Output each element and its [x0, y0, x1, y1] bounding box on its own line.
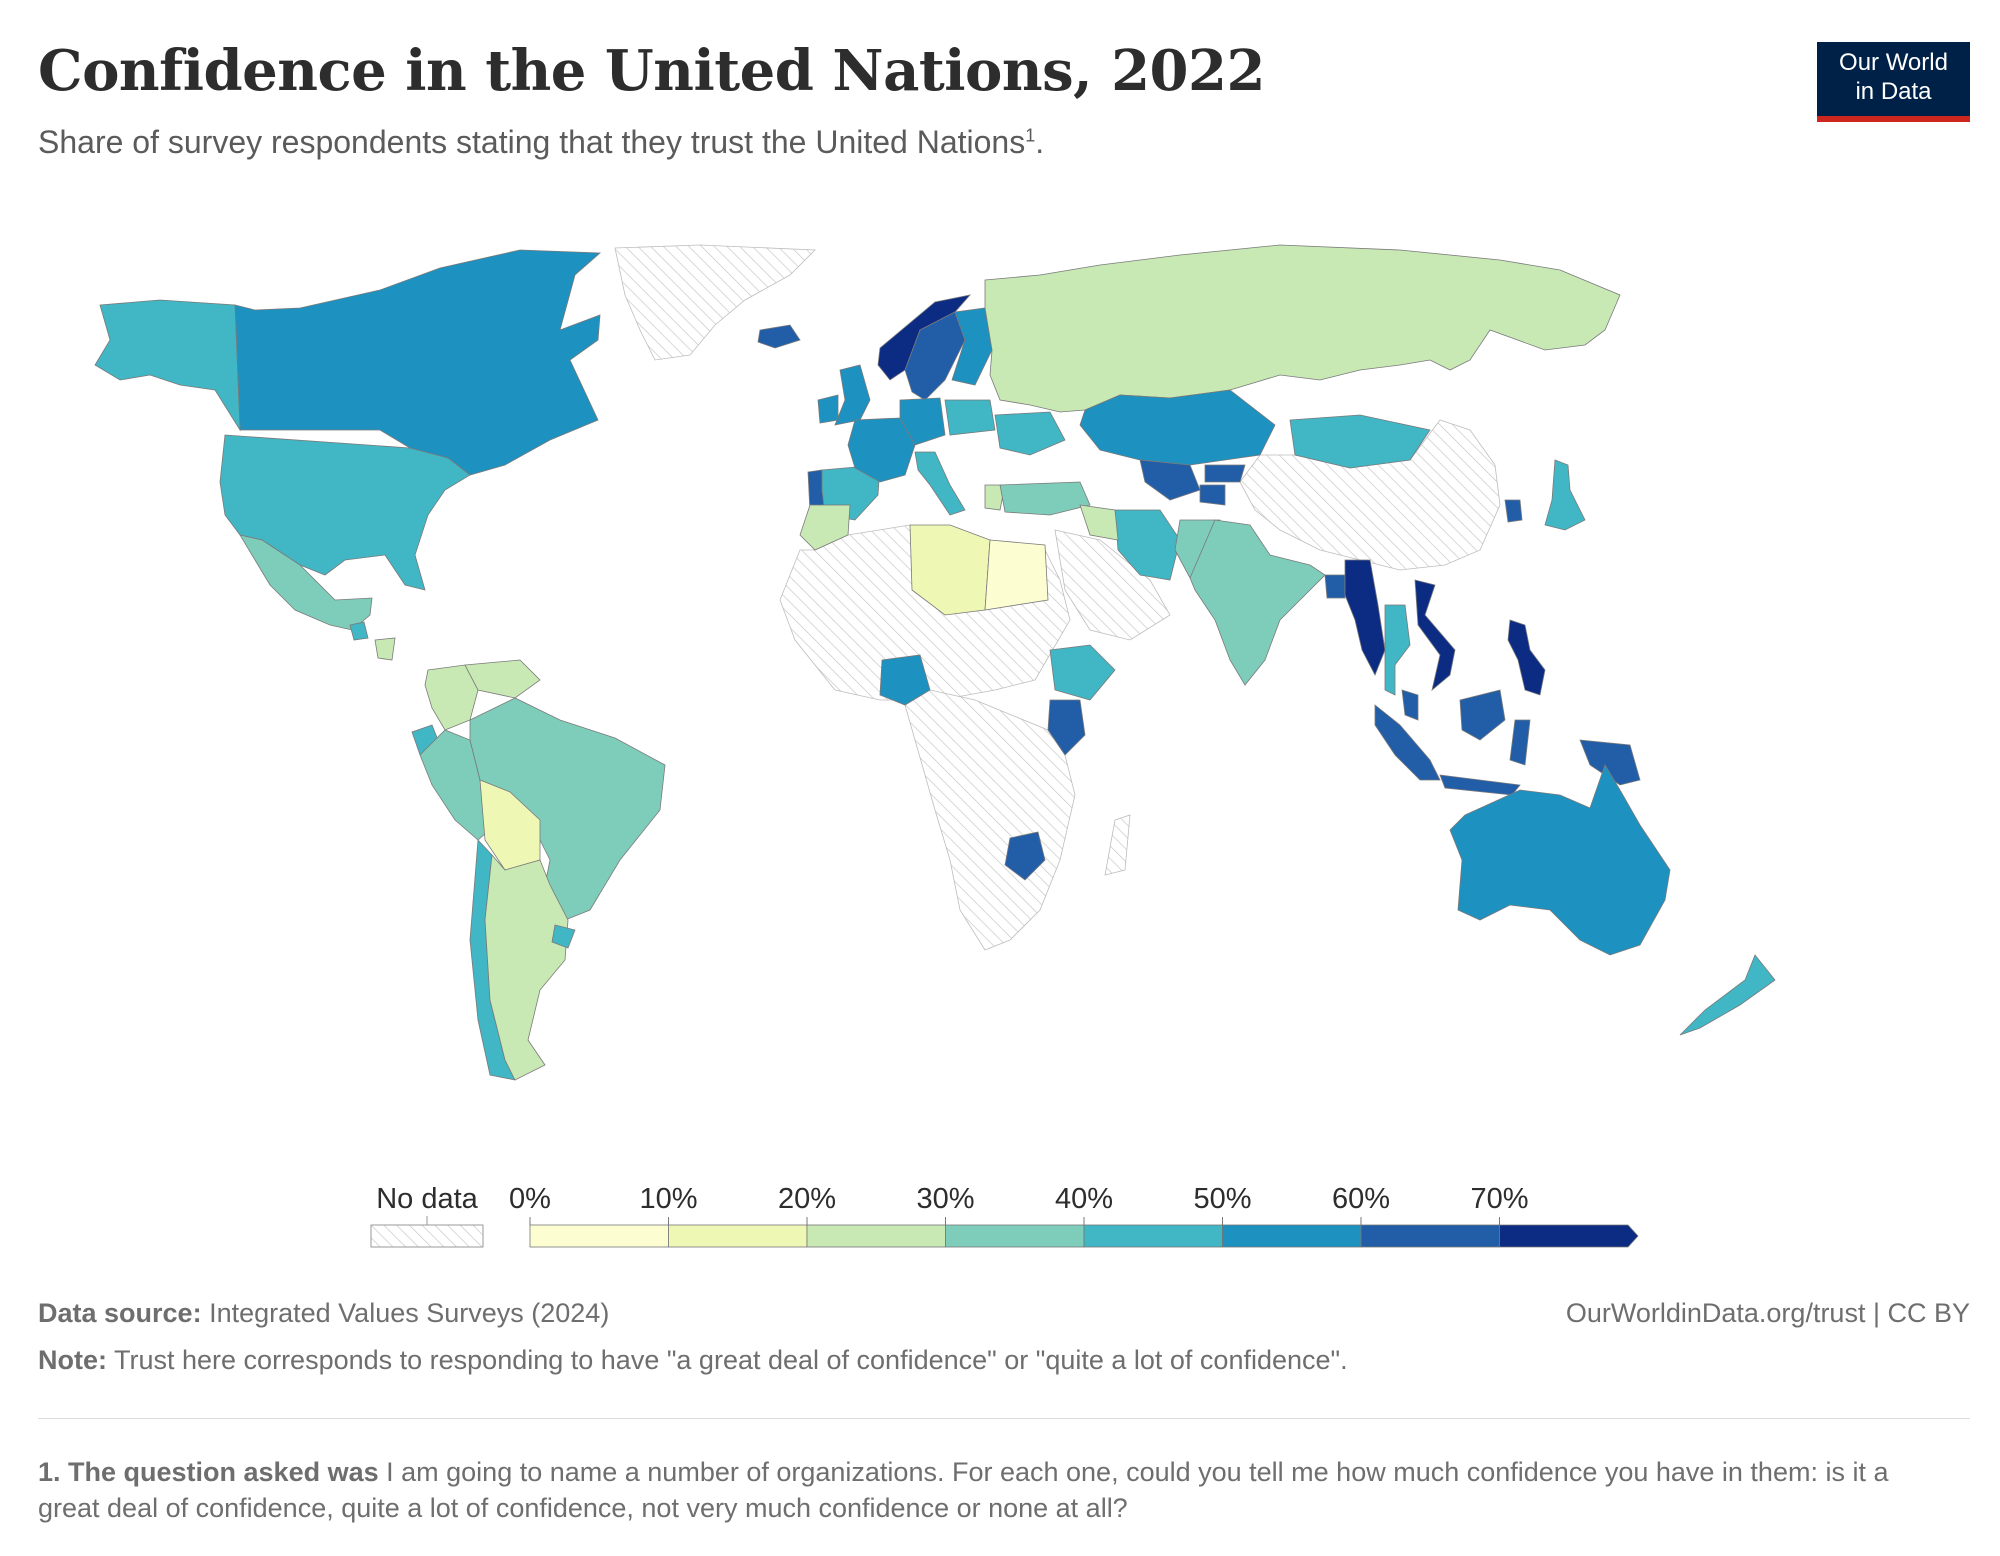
legend-swatch: [1499, 1224, 1639, 1248]
legend-tick-label: 20%: [778, 1183, 836, 1215]
region-kazakhstan[interactable]: [1079, 389, 1276, 466]
region-uruguay[interactable]: [551, 924, 576, 949]
region-ireland[interactable]: [817, 394, 839, 424]
logo-line-2: in Data: [1855, 78, 1932, 105]
legend-tick-label: 70%: [1470, 1183, 1528, 1215]
region-argentina[interactable]: [484, 854, 569, 1081]
region-sulawesi[interactable]: [1509, 719, 1531, 766]
source-link[interactable]: Integrated Values Surveys (2024): [209, 1298, 610, 1328]
region-south-korea[interactable]: [1504, 499, 1523, 523]
region-myanmar[interactable]: [1344, 559, 1386, 676]
legend-tick-label: 10%: [639, 1183, 697, 1215]
legend-tick-label: 50%: [1193, 1183, 1251, 1215]
region-malaysia[interactable]: [1401, 689, 1419, 721]
legend-swatch: [1222, 1224, 1362, 1248]
map-legend: No data 0% 10% 20% 30% 40% 50% 60% 70%: [370, 1183, 1639, 1248]
region-russia[interactable]: [984, 244, 1621, 413]
region-new-zealand[interactable]: [1679, 954, 1776, 1036]
region-greenland[interactable]: [614, 244, 816, 361]
region-philippines[interactable]: [1507, 619, 1546, 696]
region-india[interactable]: [1189, 519, 1326, 686]
footnote-text: I am going to name a number of organizat…: [38, 1457, 1889, 1523]
footer-divider: [38, 1418, 1970, 1419]
region-kyrgyzstan[interactable]: [1204, 464, 1246, 483]
legend-swatch: [529, 1224, 669, 1248]
footnote-label: 1. The question asked was: [38, 1457, 379, 1487]
region-madagascar[interactable]: [1104, 814, 1131, 876]
map-regions: [94, 244, 1776, 1081]
region-vietnam[interactable]: [1414, 579, 1456, 692]
region-borneo[interactable]: [1459, 689, 1506, 741]
footnote-marker: 1: [1025, 125, 1036, 146]
legend-tick-label: 30%: [916, 1183, 974, 1215]
region-united-kingdom[interactable]: [834, 364, 871, 426]
region-tajikistan[interactable]: [1199, 484, 1226, 506]
region-morocco[interactable]: [799, 504, 851, 551]
region-iceland[interactable]: [757, 324, 801, 349]
chart-title: Confidence in the United Nations, 2022: [38, 38, 1265, 104]
region-java[interactable]: [1439, 774, 1521, 796]
legend-swatch: [1083, 1224, 1223, 1248]
legend-tick-label: 60%: [1332, 1183, 1390, 1215]
region-zimbabwe[interactable]: [1004, 831, 1046, 881]
subtitle-end: .: [1035, 124, 1045, 160]
legend-no-data-label: No data: [376, 1183, 478, 1215]
data-source: Data source: Integrated Values Surveys (…: [38, 1298, 609, 1329]
region-japan[interactable]: [1544, 459, 1586, 531]
legend-swatch: [945, 1224, 1085, 1248]
region-nicaragua[interactable]: [374, 637, 396, 661]
legend-tick-label: 0%: [509, 1183, 551, 1215]
legend-bins: 0% 10% 20% 30% 40% 50% 60% 70%: [509, 1183, 1639, 1248]
region-uzbekistan[interactable]: [1139, 459, 1201, 501]
legend-swatch: [1360, 1224, 1500, 1248]
legend-swatch: [668, 1224, 808, 1248]
legend-tick-label: 40%: [1055, 1183, 1113, 1215]
region-bangladesh[interactable]: [1324, 574, 1346, 599]
region-mongolia[interactable]: [1289, 414, 1431, 469]
region-australia[interactable]: [1449, 764, 1671, 956]
region-saudi-arabia[interactable]: [1054, 529, 1171, 641]
source-label: Data source:: [38, 1298, 202, 1328]
license-link[interactable]: OurWorldinData.org/trust | CC BY: [1565, 1298, 1970, 1328]
subtitle-text: Share of survey respondents stating that…: [38, 124, 1026, 160]
region-ukraine[interactable]: [994, 411, 1066, 456]
region-italy[interactable]: [914, 451, 966, 516]
region-new-guinea[interactable]: [1579, 739, 1641, 786]
region-mexico[interactable]: [239, 534, 373, 631]
region-greece[interactable]: [984, 484, 1006, 511]
region-alaska[interactable]: [94, 299, 241, 432]
region-iraq[interactable]: [1079, 504, 1119, 541]
footnote: 1. The question asked was I am going to …: [38, 1454, 1938, 1526]
legend-no-data[interactable]: No data: [370, 1183, 484, 1248]
logo-line-1: Our World: [1839, 49, 1948, 76]
world-map[interactable]: [0, 220, 2000, 1100]
owid-logo[interactable]: Our World in Data: [1817, 42, 1970, 122]
region-thailand[interactable]: [1384, 604, 1411, 696]
region-germany[interactable]: [899, 397, 946, 446]
region-ethiopia[interactable]: [1049, 644, 1116, 701]
region-egypt[interactable]: [984, 539, 1049, 611]
region-iran[interactable]: [1114, 509, 1181, 581]
region-indonesia[interactable]: [1374, 704, 1441, 781]
region-guatemala[interactable]: [349, 621, 369, 641]
region-united-states[interactable]: [219, 434, 471, 591]
region-venezuela[interactable]: [464, 659, 541, 699]
region-kenya[interactable]: [1047, 699, 1086, 756]
note-label: Note:: [38, 1345, 107, 1375]
legend-swatch: [806, 1224, 946, 1248]
region-sweden[interactable]: [904, 311, 966, 401]
region-turkey[interactable]: [999, 481, 1091, 516]
legend-no-data-swatch: [370, 1224, 484, 1248]
region-poland[interactable]: [944, 399, 996, 436]
chart-subtitle: Share of survey respondents stating that…: [38, 124, 1044, 161]
chart-note: Note: Trust here corresponds to respondi…: [38, 1345, 1348, 1376]
note-text: Trust here corresponds to responding to …: [114, 1345, 1348, 1375]
region-nigeria[interactable]: [879, 654, 931, 706]
